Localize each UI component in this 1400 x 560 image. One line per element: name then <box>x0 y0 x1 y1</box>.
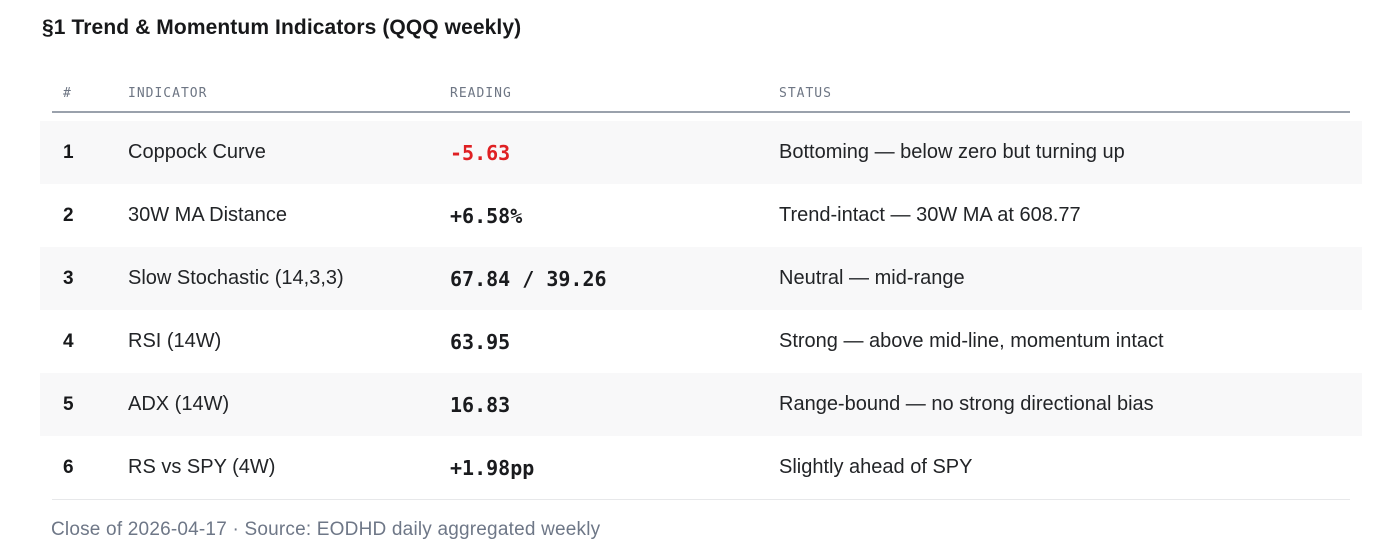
row-number-cell: 6 <box>63 456 74 478</box>
column-header-number: # <box>63 85 72 101</box>
indicator-name-cell: ADX (14W) <box>128 393 230 415</box>
indicator-name-cell: RS vs SPY (4W) <box>128 456 276 478</box>
indicator-name-cell: RSI (14W) <box>128 330 222 352</box>
reading-value-cell: 63.95 <box>450 329 511 354</box>
page-title: §1 Trend & Momentum Indicators (QQQ week… <box>42 16 522 39</box>
status-text-cell: Range-bound — no strong directional bias <box>779 393 1154 415</box>
indicator-name-cell: Slow Stochastic (14,3,3) <box>128 267 344 289</box>
indicators-table: # INDICATOR READING STATUS 1 Coppock Cur… <box>40 75 1362 500</box>
reading-value-cell: -5.63 <box>450 140 511 165</box>
reading-value-cell: +1.98pp <box>450 455 535 480</box>
table-row: 5 ADX (14W) 16.83 Range-bound — no stron… <box>40 373 1362 436</box>
row-number-cell: 2 <box>63 204 74 226</box>
status-text-cell: Trend-intact — 30W MA at 608.77 <box>779 204 1081 226</box>
table-row: 2 30W MA Distance +6.58% Trend-intact — … <box>40 184 1362 247</box>
reading-value-cell: 16.83 <box>450 392 511 417</box>
column-header-reading: READING <box>450 85 512 101</box>
table-bottom-divider <box>52 499 1350 500</box>
report-page: §1 Trend & Momentum Indicators (QQQ week… <box>0 14 1400 560</box>
column-header-indicator: INDICATOR <box>128 85 208 101</box>
table-header-row: # INDICATOR READING STATUS <box>40 75 1362 111</box>
table-body: 1 Coppock Curve -5.63 Bottoming — below … <box>40 121 1362 499</box>
reading-value-cell: +6.58% <box>450 203 523 228</box>
table-row: 4 RSI (14W) 63.95 Strong — above mid-lin… <box>40 310 1362 373</box>
row-number-cell: 4 <box>63 330 74 352</box>
source-note: Close of 2026-04-17 · Source: EODHD dail… <box>51 519 601 540</box>
status-text-cell: Strong — above mid-line, momentum intact <box>779 330 1164 352</box>
column-header-status: STATUS <box>779 85 832 101</box>
header-divider <box>52 111 1350 113</box>
status-text-cell: Bottoming — below zero but turning up <box>779 141 1125 163</box>
reading-value-cell: 67.84 / 39.26 <box>450 266 607 291</box>
status-text-cell: Neutral — mid-range <box>779 267 965 289</box>
status-text-cell: Slightly ahead of SPY <box>779 456 973 478</box>
indicator-name-cell: Coppock Curve <box>128 141 266 163</box>
indicator-name-cell: 30W MA Distance <box>128 204 287 226</box>
row-number-cell: 1 <box>63 141 74 163</box>
table-row: 1 Coppock Curve -5.63 Bottoming — below … <box>40 121 1362 184</box>
table-row: 3 Slow Stochastic (14,3,3) 67.84 / 39.26… <box>40 247 1362 310</box>
row-number-cell: 5 <box>63 393 74 415</box>
table-row: 6 RS vs SPY (4W) +1.98pp Slightly ahead … <box>40 436 1362 499</box>
row-number-cell: 3 <box>63 267 74 289</box>
